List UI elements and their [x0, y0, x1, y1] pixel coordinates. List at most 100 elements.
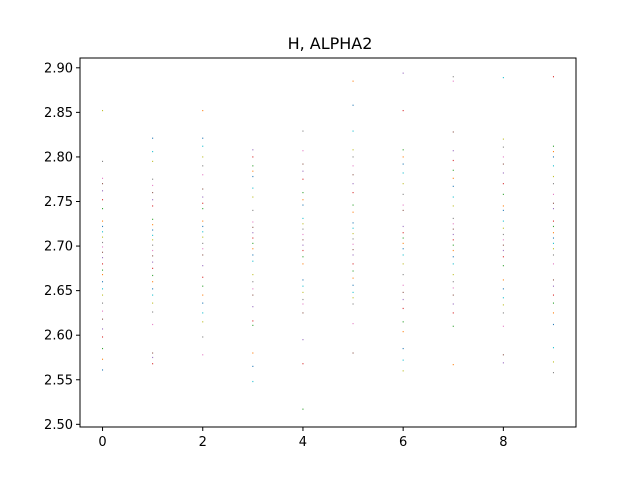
data-point [152, 229, 154, 231]
data-point [402, 72, 404, 74]
data-point [252, 248, 254, 250]
data-point [102, 273, 104, 276]
data-point [302, 199, 304, 201]
data-point [202, 225, 204, 228]
data-point [252, 365, 254, 367]
data-point [102, 160, 104, 162]
y-tick-label: 2.85 [44, 106, 73, 121]
y-tick-label: 2.50 [44, 418, 73, 433]
y-tick-label: 2.80 [44, 150, 73, 165]
data-point [252, 242, 254, 244]
data-point [302, 285, 304, 287]
data-point [552, 183, 554, 185]
data-point [152, 249, 154, 252]
data-point [252, 156, 254, 158]
data-point [402, 321, 404, 323]
data-point [302, 150, 304, 152]
data-point [502, 77, 504, 79]
data-point [252, 306, 254, 308]
data-point [452, 223, 454, 225]
data-point [202, 336, 204, 338]
data-point [452, 249, 454, 252]
data-point [552, 208, 554, 210]
data-point [502, 297, 504, 299]
data-point [302, 298, 304, 301]
data-point [252, 288, 254, 290]
data-point [202, 354, 204, 356]
x-tick-label: 4 [299, 435, 307, 450]
data-point [352, 104, 354, 106]
data-point [202, 265, 204, 267]
data-point [352, 254, 354, 256]
data-point [452, 217, 454, 220]
data-point [302, 249, 304, 252]
data-point [202, 165, 204, 167]
data-point [552, 294, 554, 296]
data-point [302, 191, 304, 194]
y-tick-label: 2.90 [44, 61, 73, 76]
data-point [202, 202, 204, 204]
data-point [302, 363, 304, 365]
data-point [352, 222, 354, 224]
plot-frame [79, 57, 577, 428]
data-point [352, 149, 354, 151]
data-point [302, 130, 304, 132]
data-point [402, 254, 404, 256]
data-point [502, 249, 504, 252]
data-point [152, 150, 154, 153]
data-point [152, 234, 154, 236]
data-point [102, 281, 104, 283]
data-point [152, 302, 154, 304]
data-point [102, 236, 104, 238]
data-point [352, 284, 354, 286]
data-point [102, 177, 104, 179]
data-point [302, 244, 304, 246]
data-point [502, 220, 504, 222]
data-point [102, 257, 104, 259]
y-tick-label: 2.60 [44, 329, 73, 344]
data-point [152, 244, 154, 246]
data-point [402, 263, 404, 265]
data-point [452, 244, 454, 246]
data-point [152, 160, 154, 162]
data-point [252, 226, 254, 228]
data-point [552, 248, 554, 250]
data-point [402, 237, 404, 239]
data-point [102, 231, 104, 233]
data-point [552, 145, 554, 147]
data-point [102, 302, 104, 304]
data-point [152, 224, 154, 226]
data-point [252, 170, 254, 172]
data-point [402, 156, 404, 158]
data-point [202, 312, 204, 314]
data-point [252, 237, 254, 239]
data-point [102, 336, 104, 338]
data-point [552, 254, 554, 256]
x-tick-label: 8 [499, 435, 507, 450]
data-point [502, 138, 504, 140]
data-point [102, 183, 104, 185]
data-point [202, 188, 204, 190]
data-point [202, 156, 204, 158]
data-point [252, 175, 254, 178]
data-point [502, 183, 504, 185]
data-point [252, 221, 254, 223]
data-point [352, 174, 354, 176]
data-point [202, 196, 204, 198]
data-point [352, 270, 354, 272]
x-axis: 0 2 4 6 8 [98, 427, 507, 450]
data-point [302, 170, 304, 172]
data-point [402, 225, 404, 228]
data-point [552, 202, 554, 204]
data-point [302, 256, 304, 258]
data-point [102, 358, 104, 360]
data-point [302, 291, 304, 294]
data-point [102, 190, 104, 192]
data-point [252, 273, 254, 276]
data-point [202, 276, 204, 278]
data-point [502, 209, 504, 212]
data-point [502, 256, 504, 258]
data-point [252, 324, 254, 326]
